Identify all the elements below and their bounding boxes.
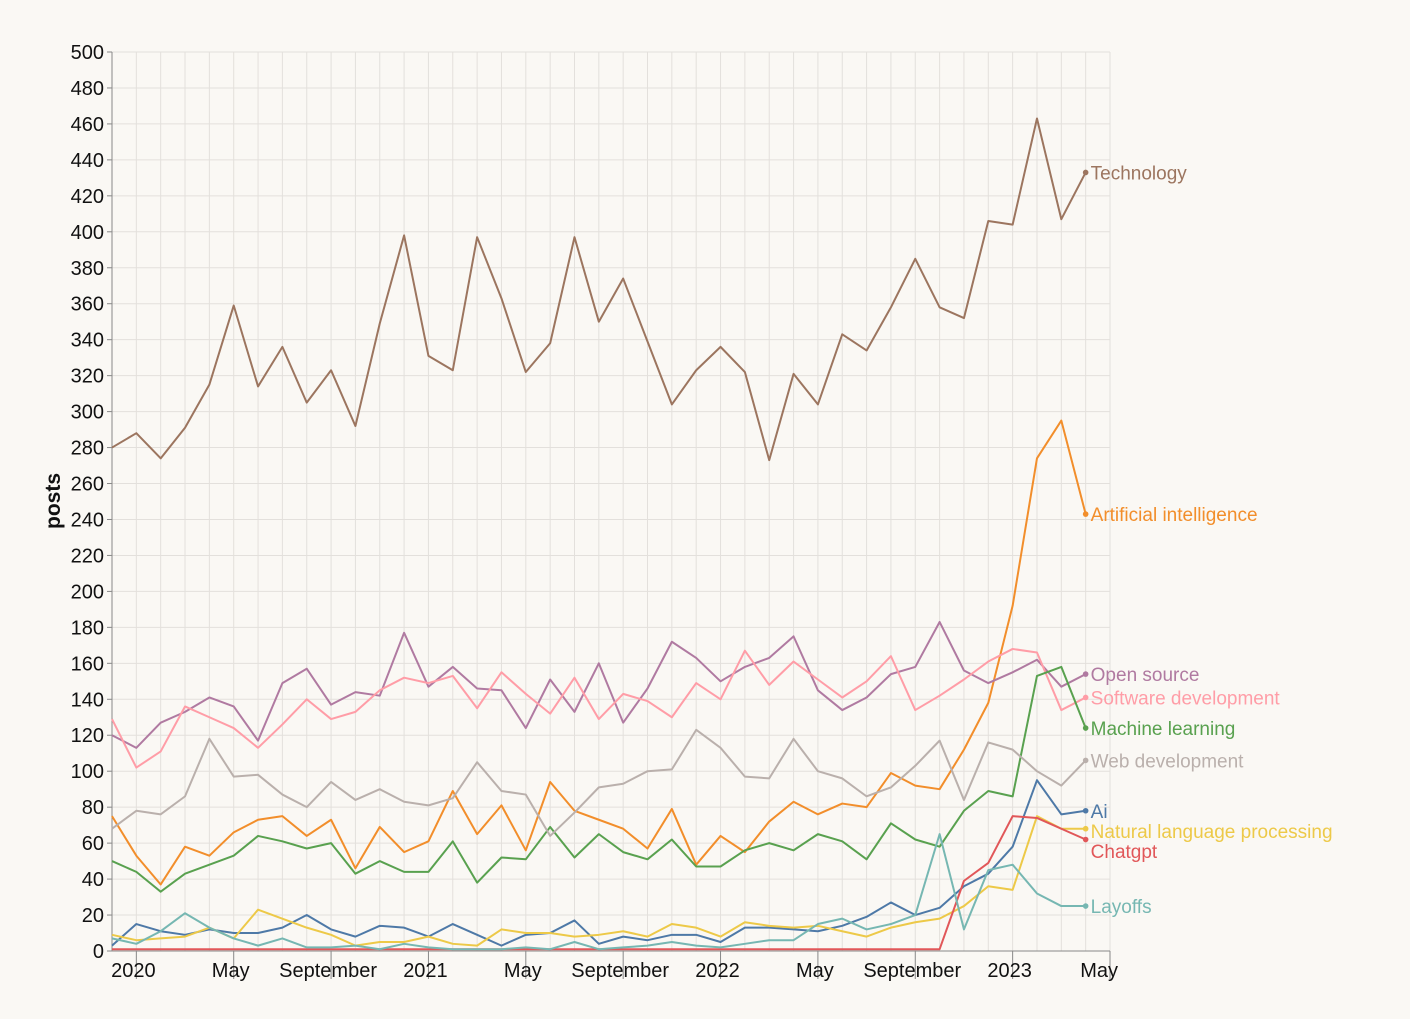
series-label: Open source xyxy=(1091,665,1200,686)
series-end-point xyxy=(1082,836,1089,843)
x-tick-label: May xyxy=(1080,960,1118,982)
y-tick-label: 200 xyxy=(71,581,104,603)
y-axis-label: posts xyxy=(42,473,65,529)
series-end-point xyxy=(1082,903,1089,909)
y-tick-label: 260 xyxy=(71,474,104,496)
series-end-point xyxy=(1082,671,1089,677)
series-end-point xyxy=(1082,169,1089,176)
series-label: Artificial intelligence xyxy=(1091,505,1258,526)
series-label: Software development xyxy=(1091,688,1281,709)
x-tick-label: September xyxy=(863,960,961,982)
series-label: Natural language processing xyxy=(1091,822,1333,843)
y-tick-label: 400 xyxy=(71,222,104,244)
x-tick-label: May xyxy=(504,960,542,982)
x-tick-label: May xyxy=(796,960,834,982)
series-label: Ai xyxy=(1091,802,1108,823)
y-tick-label: 380 xyxy=(71,258,104,280)
series-label: Chatgpt xyxy=(1091,842,1158,863)
y-tick-label: 80 xyxy=(82,797,104,819)
y-tick-label: 420 xyxy=(71,186,104,208)
series-line xyxy=(111,117,1087,462)
series-end-point xyxy=(1082,511,1089,517)
y-tick-label: 300 xyxy=(71,402,104,424)
y-tick-label: 20 xyxy=(82,905,104,927)
series-end-point xyxy=(1082,825,1089,832)
y-tick-label: 140 xyxy=(71,689,104,711)
x-tick-label: 2021 xyxy=(403,960,448,982)
x-tick-label: May xyxy=(212,960,250,982)
x-axis: 2020 May September 2021 May September 2022 May S… xyxy=(111,950,1118,982)
series-end-point xyxy=(1082,694,1089,701)
y-tick-label: 240 xyxy=(71,509,104,531)
y-tick-label: 160 xyxy=(71,653,104,675)
series-line xyxy=(111,647,1087,769)
y-tick-label: 40 xyxy=(82,869,104,891)
y-tick-label: 440 xyxy=(71,150,104,172)
y-tick-label: 120 xyxy=(71,725,104,747)
series-line xyxy=(111,728,1087,837)
x-tick-label: 2023 xyxy=(987,960,1032,982)
y-axis: 0 20 40 60 80 100 120 140 160 180 200 220 240 260 280 3… xyxy=(71,42,113,963)
series-end-point xyxy=(1082,757,1089,764)
y-tick-label: 500 xyxy=(71,42,104,64)
grid xyxy=(111,51,1111,952)
series-line xyxy=(111,620,1087,749)
y-tick-label: 60 xyxy=(82,833,104,855)
y-tick-label: 100 xyxy=(71,761,104,783)
y-tick-label: 0 xyxy=(93,941,104,963)
series-label: Layoffs xyxy=(1091,897,1152,918)
series-line xyxy=(111,833,1086,951)
x-tick-label: 2022 xyxy=(695,960,740,982)
x-tick-label: September xyxy=(571,960,669,982)
series-end-point xyxy=(1082,725,1089,731)
y-tick-label: 320 xyxy=(71,366,104,388)
y-tick-label: 360 xyxy=(71,294,104,316)
series-labels: Technology Artificial intelligence Open so… xyxy=(1091,163,1333,918)
y-tick-label: 340 xyxy=(71,330,104,352)
y-tick-label: 280 xyxy=(71,438,104,460)
series-line xyxy=(111,815,1086,947)
series-line xyxy=(111,419,1087,886)
series-line xyxy=(111,665,1087,893)
series-label: Machine learning xyxy=(1091,719,1236,740)
y-tick-label: 220 xyxy=(71,545,104,567)
series-label: Web development xyxy=(1091,751,1245,772)
series-label: Technology xyxy=(1091,163,1188,184)
y-tick-label: 480 xyxy=(71,78,104,100)
x-tick-label: 2020 xyxy=(111,960,156,982)
y-tick-label: 460 xyxy=(71,114,104,136)
series-group xyxy=(111,117,1089,951)
series-line xyxy=(111,779,1086,947)
x-tick-label: September xyxy=(279,960,377,982)
y-tick-label: 180 xyxy=(71,617,104,639)
series-end-point xyxy=(1082,807,1089,814)
